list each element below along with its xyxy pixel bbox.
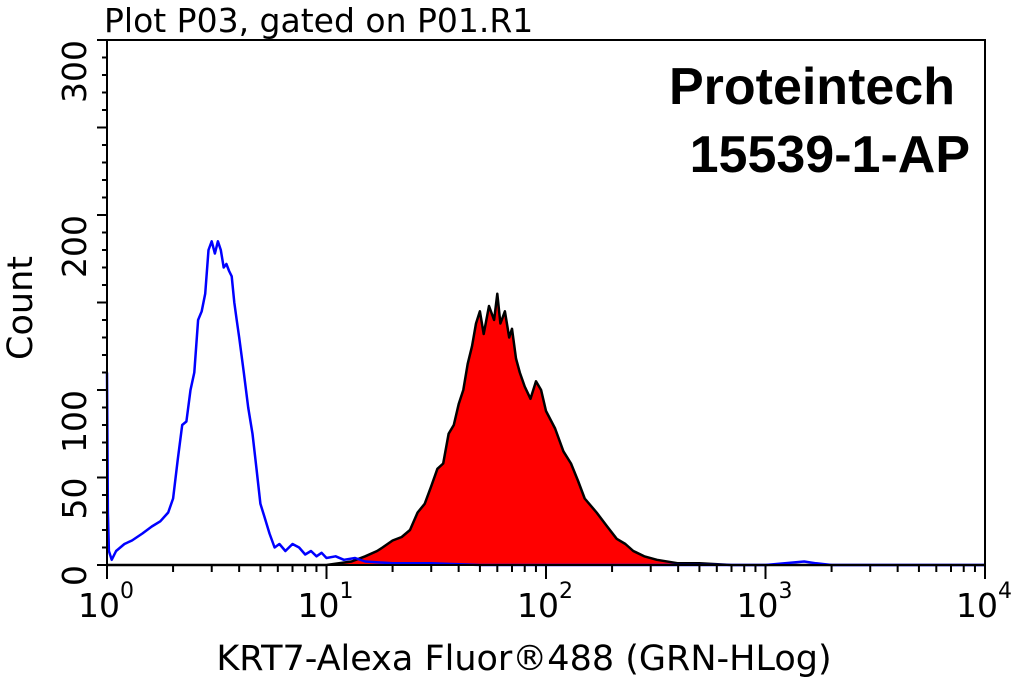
- y-tick-label: 100: [55, 390, 94, 453]
- x-axis-label: KRT7-Alexa Fluor®488 (GRN-HLog): [216, 639, 831, 679]
- y-axis-label: Count: [1, 256, 41, 360]
- series-layer: [105, 240, 985, 567]
- series-1-area: [107, 293, 985, 565]
- y-tick-label: 50: [55, 478, 94, 520]
- series-1-line: [107, 292, 985, 567]
- x-tick-exponent: 4: [998, 579, 1012, 604]
- y-axis-ticks: 0 50 100 200 300: [55, 39, 107, 586]
- y-tick-label: 0: [55, 565, 94, 586]
- x-axis-ticks: 10 0 10 1 10 2 10 3 10 4: [78, 565, 1012, 625]
- series-0-line: [105, 240, 985, 567]
- x-tick-label: 10: [517, 586, 559, 625]
- brand-name: Proteintech: [669, 58, 955, 116]
- x-tick-exponent: 0: [120, 579, 134, 604]
- y-tick-label: 200: [55, 215, 94, 278]
- x-tick-label: 10: [956, 586, 998, 625]
- x-tick-label: 10: [737, 586, 779, 625]
- x-tick-label: 10: [78, 586, 120, 625]
- x-tick-exponent: 1: [340, 579, 354, 604]
- x-tick-exponent: 3: [779, 579, 793, 604]
- catalog-number: 15539-1-AP: [690, 126, 970, 184]
- y-tick-label: 300: [55, 40, 94, 103]
- x-tick-label: 10: [298, 586, 340, 625]
- plot-title: Plot P03, gated on P01.R1: [104, 1, 533, 40]
- x-tick-exponent: 2: [559, 579, 573, 604]
